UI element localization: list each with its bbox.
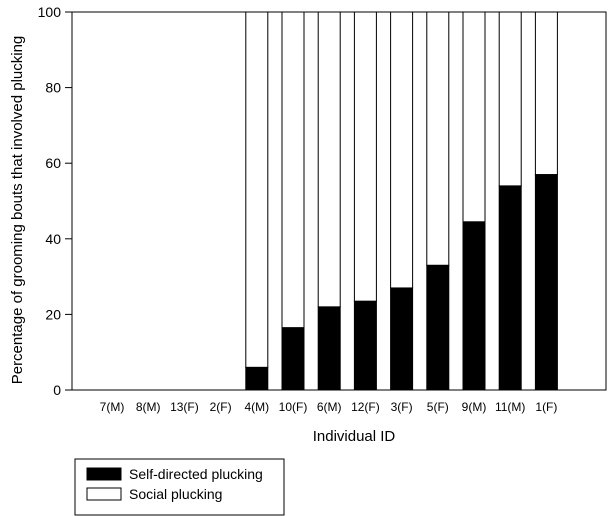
y-tick-label-100: 100 [38,4,62,20]
bar-self-directed-4 [245,366,269,391]
x-tick-label-1: 8(M) [136,400,161,414]
bar-self-directed-12 [534,174,558,391]
x-tick-label-12: 1(F) [535,400,557,414]
x-tick-label-8: 3(F) [391,400,413,414]
x-tick-label-11: 11(M) [495,400,525,414]
bar-social-8 [390,11,414,289]
bar-self-directed-6 [317,306,341,391]
bar-self-directed-7 [353,300,377,391]
y-tick-label-0: 0 [53,382,61,398]
y-tick-label-80: 80 [45,80,61,96]
bar-social-12 [534,11,558,176]
bar-social-7 [353,11,377,302]
x-tick-label-4: 4(M) [244,400,269,414]
bar-social-5 [281,11,305,329]
bar-self-directed-9 [426,264,450,391]
x-axis-label: Individual ID [313,428,396,445]
x-tick-label-9: 5(F) [427,400,449,414]
x-tick-label-10: 9(M) [462,400,487,414]
bar-social-11 [498,11,522,187]
y-tick-label-60: 60 [45,155,61,171]
legend: Self-directed plucking Social plucking [74,458,285,516]
y-tick-label-20: 20 [45,306,61,322]
plot-area: 0 20 40 60 80 100 7(M) 8(M) 13(F) 2(F) 4(M) 10(F) 6(… [38,4,607,414]
bar-social-4 [245,11,269,368]
bar-self-directed-5 [281,327,305,391]
x-tick-label-0: 7(M) [100,400,125,414]
bar-self-directed-10 [462,221,486,391]
legend-label-social: Social plucking [129,486,222,502]
bar-social-9 [426,11,450,266]
legend-label-self-directed: Self-directed plucking [129,466,263,482]
bar-self-directed-8 [390,287,414,391]
legend-swatch-social [86,487,122,501]
x-tick-label-6: 6(M) [317,400,342,414]
x-tick-label-5: 10(F) [279,400,308,414]
bar-social-6 [317,11,341,308]
legend-swatch-self-directed [86,467,122,481]
bar-social-10 [462,11,486,223]
x-tick-label-3: 2(F) [210,400,232,414]
y-axis-label: Percentage of grooming bouts that involv… [9,36,26,385]
x-tick-label-2: 13(F) [170,400,199,414]
y-tick-label-40: 40 [45,231,61,247]
legend-box [74,458,285,516]
x-tick-label-7: 12(F) [351,400,380,414]
bar-self-directed-11 [498,185,522,391]
